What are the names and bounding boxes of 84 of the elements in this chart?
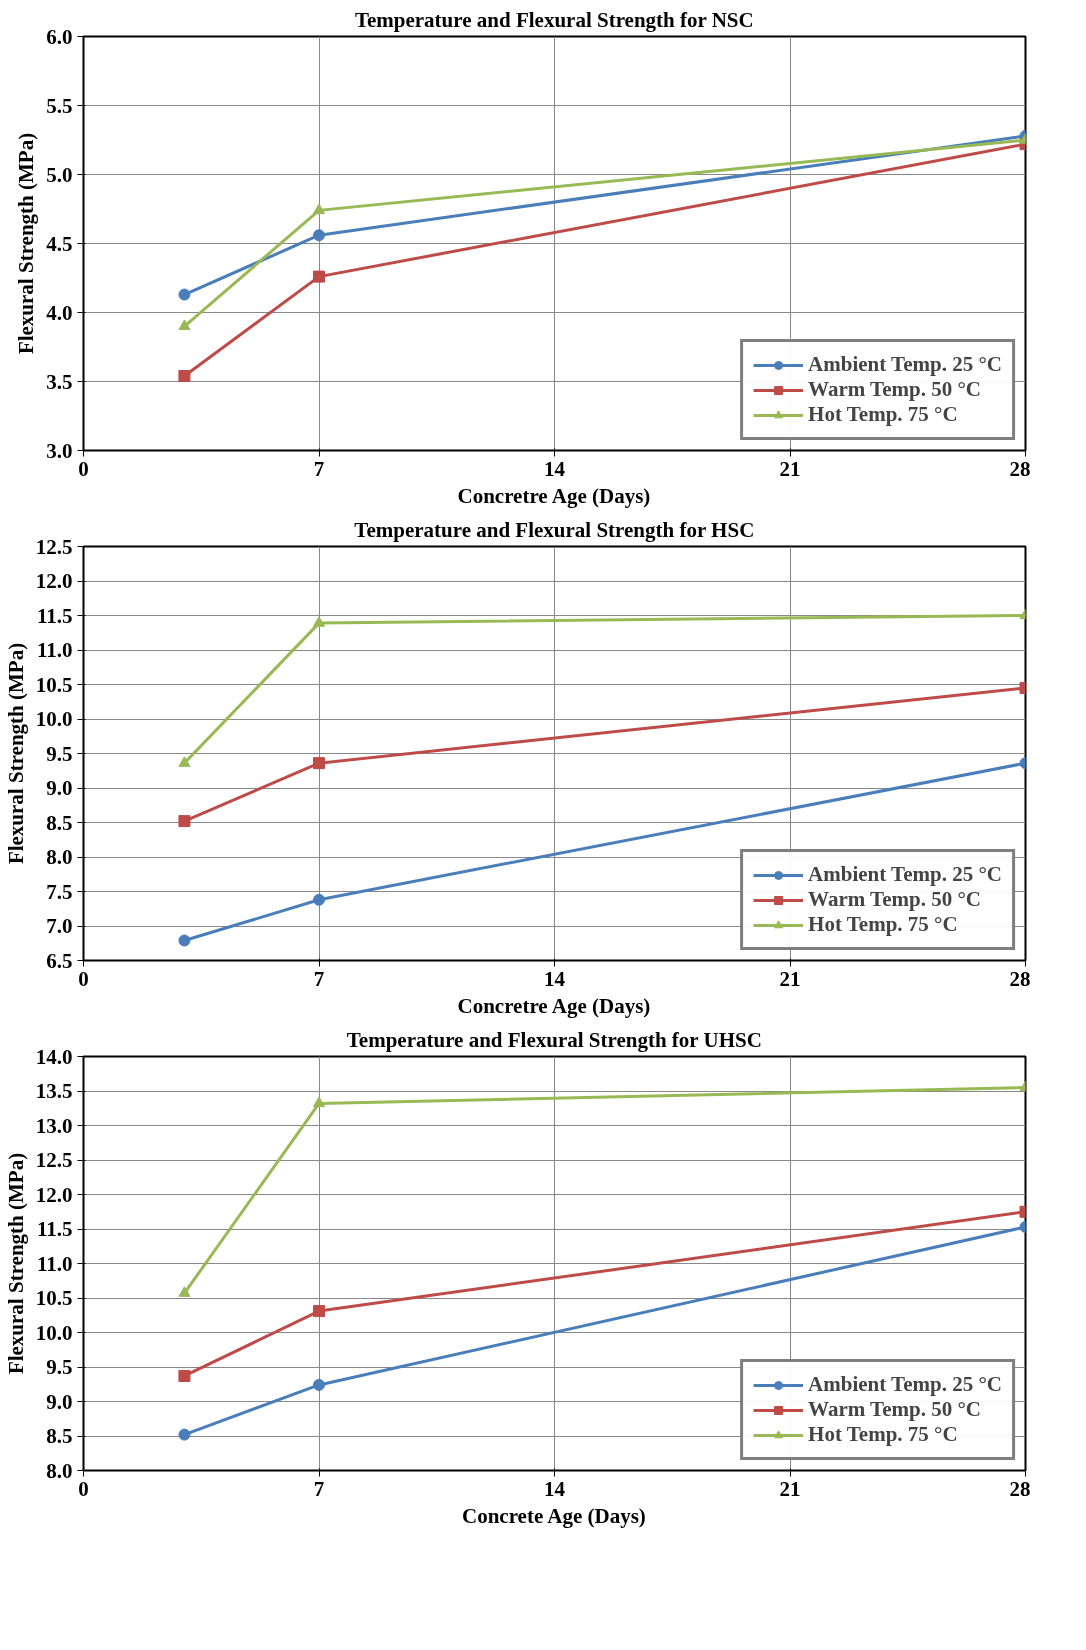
y-tick-label: 12.5 — [35, 1148, 73, 1172]
y-tick-label: 10.5 — [35, 1286, 73, 1310]
point — [178, 934, 191, 947]
point — [178, 288, 191, 301]
legend-label: Ambient Temp. 25 °C — [808, 352, 1002, 377]
legend-label: Warm Temp. 50 °C — [808, 1397, 981, 1422]
y-tick-label: 4.0 — [46, 300, 73, 325]
legend-label: Warm Temp. 50 °C — [808, 377, 981, 402]
point — [313, 616, 325, 627]
y-tick-label: 12.5 — [35, 534, 73, 559]
x-axis-title: Concretre Age (Days) — [457, 483, 651, 508]
y-tick-label: 13.5 — [35, 1079, 73, 1103]
y-tick-label: 4.5 — [46, 231, 73, 256]
legend-label: Ambient Temp. 25 °C — [808, 1372, 1002, 1397]
point — [313, 270, 325, 283]
y-tick-label: 6.5 — [46, 948, 73, 973]
x-axis-title: Concrete Age (Days) — [461, 1503, 646, 1528]
point — [313, 1378, 325, 1391]
point — [178, 1428, 191, 1441]
y-tick-label: 12.0 — [35, 1182, 73, 1207]
x-tick-label: 14 — [544, 966, 566, 991]
y-tick-label: 8.5 — [46, 810, 73, 835]
y-tick-label: 8.5 — [46, 1424, 73, 1448]
x-tick-label: 7 — [313, 1476, 325, 1501]
y-tick-label: 11.5 — [36, 1217, 73, 1241]
x-tick-label: 7 — [313, 456, 325, 481]
y-tick-label: 14.0 — [35, 1044, 73, 1069]
y-tick-label: 10.0 — [35, 1320, 73, 1345]
y-tick-label: 11.0 — [36, 1251, 73, 1276]
point — [178, 815, 191, 828]
y-tick-label: 10.0 — [35, 707, 73, 731]
chart-title: Temperature and Flexural Strength for HSC — [354, 517, 755, 542]
x-tick-label: 7 — [313, 966, 325, 991]
y-tick-label: 5.5 — [46, 93, 73, 118]
y-tick-label: 11.0 — [36, 638, 73, 662]
x-tick-label: 28 — [1009, 966, 1031, 991]
legend-label: Ambient Temp. 25 °C — [808, 862, 1002, 887]
legend-label: Hot Temp. 75 °C — [808, 912, 958, 937]
y-axis-title: Flexural Strength (MPa) — [3, 1152, 28, 1375]
x-tick-label: 14 — [544, 456, 566, 481]
y-tick-label: 9.0 — [46, 776, 73, 800]
point — [313, 1305, 325, 1318]
chart-title: Temperature and Flexural Strength for NSC — [354, 7, 754, 32]
point — [178, 1369, 191, 1382]
y-tick-label: 12.0 — [35, 569, 73, 593]
x-tick-label: 0 — [78, 966, 89, 991]
y-tick-label: 8.0 — [46, 845, 73, 869]
y-tick-label: 3.5 — [46, 369, 73, 394]
y-tick-label: 7.5 — [46, 879, 73, 904]
point — [313, 229, 325, 242]
x-tick-label: 21 — [779, 966, 801, 991]
y-tick-label: 5.0 — [46, 162, 73, 187]
y-tick-label: 10.5 — [35, 672, 73, 697]
legend-label: Hot Temp. 75 °C — [808, 1422, 958, 1447]
x-tick-label: 0 — [78, 1476, 89, 1501]
point — [178, 1286, 191, 1297]
y-axis-title: Flexural Strength (MPa) — [14, 132, 39, 355]
y-tick-label: 6.0 — [46, 24, 73, 49]
point — [178, 369, 191, 382]
point — [178, 319, 191, 330]
point — [313, 757, 325, 770]
x-tick-label: 21 — [779, 1476, 801, 1501]
point — [313, 203, 325, 215]
y-tick-label: 9.5 — [46, 741, 73, 766]
y-tick-label: 11.5 — [36, 603, 73, 628]
point — [313, 893, 325, 906]
point — [178, 756, 191, 767]
y-tick-label: 7.0 — [46, 914, 73, 938]
x-tick-label: 28 — [1009, 1476, 1031, 1501]
point — [313, 1096, 325, 1108]
y-tick-label: 8.0 — [46, 1458, 73, 1483]
chart-title: Temperature and Flexural Strength for UHSC — [346, 1027, 762, 1052]
y-tick-label: 3.0 — [46, 438, 73, 463]
legend-label: Warm Temp. 50 °C — [808, 887, 981, 912]
y-tick-label: 9.5 — [46, 1355, 73, 1379]
x-tick-label: 0 — [78, 456, 89, 481]
legend-label: Hot Temp. 75 °C — [808, 402, 958, 427]
y-axis-title: Flexural Strength (MPa) — [3, 642, 28, 865]
x-tick-label: 28 — [1009, 456, 1031, 481]
x-axis-title: Concretre Age (Days) — [457, 993, 651, 1018]
y-tick-label: 9.0 — [46, 1389, 73, 1414]
x-tick-label: 21 — [779, 456, 801, 481]
y-tick-label: 13.0 — [35, 1113, 73, 1138]
x-tick-label: 14 — [544, 1476, 566, 1501]
